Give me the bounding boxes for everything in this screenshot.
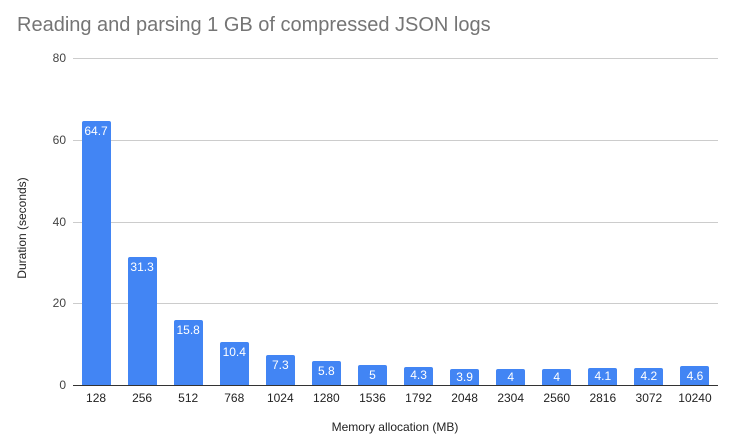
- bar-value-label: 10.4: [222, 345, 246, 360]
- bar: 3.9: [450, 369, 480, 385]
- bar-value-label: 4: [553, 369, 561, 384]
- bar-value-label: 4: [507, 369, 515, 384]
- bar: 31.3: [127, 257, 157, 385]
- y-tick-label: 80: [52, 51, 66, 65]
- bar: 5: [357, 364, 387, 385]
- bar-value-label: 64.7: [84, 123, 108, 138]
- y-tick-label: 40: [52, 214, 66, 229]
- bar: 4.3: [404, 367, 434, 385]
- gridline: [73, 303, 718, 305]
- bar-value-label: 5.8: [318, 364, 335, 379]
- x-tick-label: 1024: [266, 391, 294, 405]
- y-tick-label: 60: [52, 132, 66, 147]
- x-tick-label: 128: [86, 391, 107, 405]
- bar: 4.2: [634, 367, 664, 385]
- x-tick-label: 2816: [589, 391, 617, 405]
- bar: 7.3: [265, 355, 295, 385]
- plot-area: 0 20 40 60 80 64.7 31.3 15.8 10.4 7.3 5.8 5 4.3 3.9 4 4…: [53, 51, 718, 392]
- gridline: [73, 221, 718, 223]
- x-axis-label: Memory allocation (MB): [331, 420, 459, 434]
- bar: 4: [542, 368, 572, 385]
- x-tick-label: 2304: [497, 391, 525, 405]
- bar-value-label: 4.3: [410, 368, 427, 383]
- bar: 15.8: [173, 320, 203, 385]
- x-tick-label: 1536: [359, 391, 386, 405]
- gridline: [73, 139, 718, 141]
- x-tick-label: 10240: [678, 391, 712, 405]
- bar-value-label: 4.6: [686, 369, 704, 384]
- chart-title: Reading and parsing 1 GB of compressed J…: [17, 14, 491, 36]
- y-tick-label: 0: [59, 378, 66, 392]
- x-tick-label: 768: [224, 391, 245, 405]
- gridline: [73, 58, 718, 59]
- x-tick-label: 1792: [405, 391, 432, 405]
- bar-value-label: 7.3: [271, 358, 289, 373]
- bar-value-label: 3.9: [456, 370, 473, 385]
- x-tick-label: 2560: [543, 391, 571, 405]
- x-tick-label: 256: [132, 391, 153, 405]
- x-tick-label: 512: [178, 391, 199, 405]
- y-tick-label: 20: [52, 296, 66, 311]
- bar: 4.1: [588, 368, 618, 385]
- bar-value-label: 5: [369, 367, 376, 382]
- bar: 5.8: [311, 361, 341, 385]
- bar: 64.7: [81, 120, 111, 385]
- x-tick-label: 2048: [451, 391, 478, 405]
- bar-value-label: 31.3: [130, 260, 154, 275]
- bar-value-label: 4.2: [640, 368, 658, 383]
- x-tick-label: 3072: [635, 391, 663, 405]
- x-axis-baseline: [73, 385, 718, 386]
- bar-value-label: 4.1: [594, 369, 612, 384]
- bar: 4: [496, 368, 526, 385]
- x-tick-label: 1280: [313, 391, 340, 405]
- bar-value-label: 15.8: [176, 323, 200, 338]
- bar: 4.6: [680, 366, 710, 385]
- bar: 10.4: [219, 342, 249, 385]
